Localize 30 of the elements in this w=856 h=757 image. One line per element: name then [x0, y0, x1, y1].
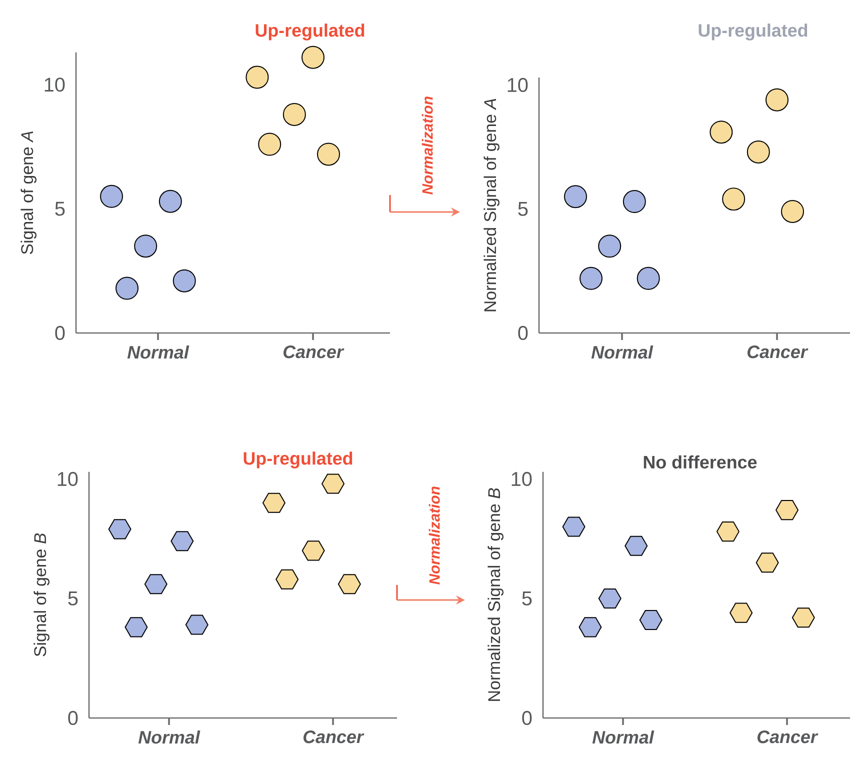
y-axis-title: Normalized Signal of gene A [484, 98, 500, 312]
y-tick-label: 0 [68, 710, 78, 726]
y-tick-label: 10 [512, 472, 532, 486]
chart-title: No difference [644, 455, 757, 469]
chart-title: Up-regulated [244, 452, 352, 468]
y-tick-label: 10 [44, 78, 65, 92]
x-tick-label: Normal [138, 730, 200, 744]
y-tick-label: 10 [508, 78, 528, 92]
y-axis-title: Normalized Signal of gene B [488, 488, 504, 701]
y-tick-label: 10 [58, 472, 78, 486]
chart-title: Up-regulated [698, 24, 808, 40]
text: Normalization [428, 486, 440, 585]
y-tick-label: 0 [518, 326, 528, 340]
y-axis-title: Signal of gene A [20, 131, 36, 254]
x-tick-label: Cancer [283, 345, 344, 358]
y-tick-label: 5 [522, 592, 532, 606]
x-tick-label: Cancer [303, 730, 364, 744]
chart-title: Up-regulated [256, 24, 364, 40]
y-tick-label: 5 [518, 202, 528, 216]
y-tick-label: 5 [68, 592, 78, 606]
x-tick-label: Cancer [747, 345, 808, 358]
text: Normalization [422, 96, 433, 195]
y-tick-label: 0 [55, 326, 65, 340]
x-tick-label: Normal [127, 345, 190, 359]
y-axis-title: Signal of gene B [34, 533, 50, 656]
x-tick-label: Normal [591, 346, 654, 359]
x-tick-label: Normal [592, 730, 654, 744]
y-tick-label: 0 [522, 710, 532, 726]
x-tick-label: Cancer [757, 730, 818, 744]
y-tick-label: 5 [55, 202, 65, 216]
